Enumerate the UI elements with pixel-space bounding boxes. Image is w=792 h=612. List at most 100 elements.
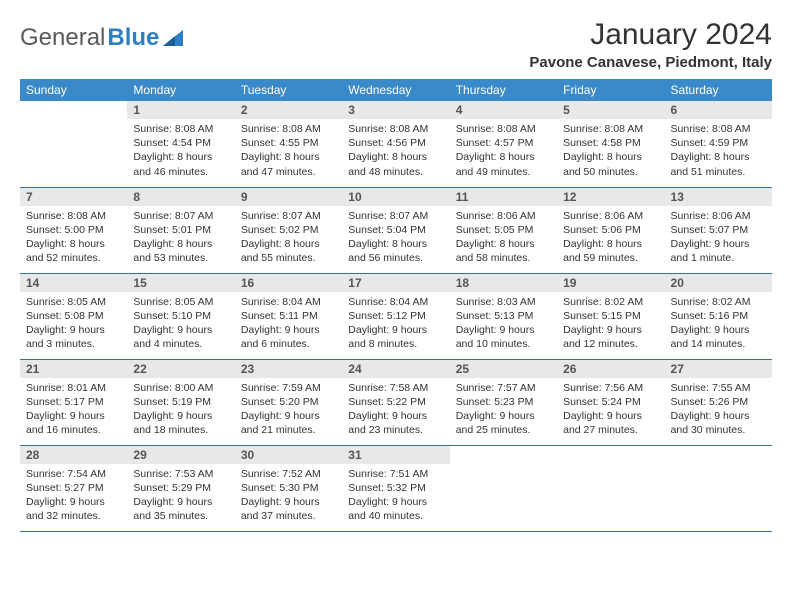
- calendar-cell: 9Sunrise: 8:07 AMSunset: 5:02 PMDaylight…: [235, 187, 342, 273]
- calendar-cell: 7Sunrise: 8:08 AMSunset: 5:00 PMDaylight…: [20, 187, 127, 273]
- calendar-row: 21Sunrise: 8:01 AMSunset: 5:17 PMDayligh…: [20, 359, 772, 445]
- calendar-cell: 20Sunrise: 8:02 AMSunset: 5:16 PMDayligh…: [665, 273, 772, 359]
- day-content: Sunrise: 8:02 AMSunset: 5:16 PMDaylight:…: [665, 292, 772, 356]
- calendar-cell: 31Sunrise: 7:51 AMSunset: 5:32 PMDayligh…: [342, 445, 449, 531]
- day-number: 28: [20, 446, 127, 464]
- day-content: Sunrise: 7:59 AMSunset: 5:20 PMDaylight:…: [235, 378, 342, 442]
- calendar-cell: 25Sunrise: 7:57 AMSunset: 5:23 PMDayligh…: [450, 359, 557, 445]
- day-number: 4: [450, 101, 557, 119]
- day-content: Sunrise: 7:53 AMSunset: 5:29 PMDaylight:…: [127, 464, 234, 528]
- calendar-cell: 29Sunrise: 7:53 AMSunset: 5:29 PMDayligh…: [127, 445, 234, 531]
- logo-text-general: General: [20, 24, 105, 52]
- day-number: 24: [342, 360, 449, 378]
- day-number: 18: [450, 274, 557, 292]
- calendar-cell: [20, 101, 127, 187]
- day-number: 17: [342, 274, 449, 292]
- weekday-header: Saturday: [665, 79, 772, 101]
- day-number: 23: [235, 360, 342, 378]
- day-number: 8: [127, 188, 234, 206]
- day-number: 16: [235, 274, 342, 292]
- day-content: Sunrise: 7:56 AMSunset: 5:24 PMDaylight:…: [557, 378, 664, 442]
- day-content: Sunrise: 8:08 AMSunset: 4:55 PMDaylight:…: [235, 119, 342, 183]
- calendar-cell: 3Sunrise: 8:08 AMSunset: 4:56 PMDaylight…: [342, 101, 449, 187]
- day-content: Sunrise: 8:04 AMSunset: 5:11 PMDaylight:…: [235, 292, 342, 356]
- day-number: 13: [665, 188, 772, 206]
- weekday-header: Monday: [127, 79, 234, 101]
- day-content: Sunrise: 8:05 AMSunset: 5:08 PMDaylight:…: [20, 292, 127, 356]
- day-number: 10: [342, 188, 449, 206]
- calendar-cell: 8Sunrise: 8:07 AMSunset: 5:01 PMDaylight…: [127, 187, 234, 273]
- day-number: 7: [20, 188, 127, 206]
- day-number: 6: [665, 101, 772, 119]
- day-content: Sunrise: 8:07 AMSunset: 5:02 PMDaylight:…: [235, 206, 342, 270]
- day-content: Sunrise: 7:52 AMSunset: 5:30 PMDaylight:…: [235, 464, 342, 528]
- logo-triangle-icon: [163, 30, 183, 46]
- calendar-row: 14Sunrise: 8:05 AMSunset: 5:08 PMDayligh…: [20, 273, 772, 359]
- calendar-cell: 23Sunrise: 7:59 AMSunset: 5:20 PMDayligh…: [235, 359, 342, 445]
- day-content: Sunrise: 7:54 AMSunset: 5:27 PMDaylight:…: [20, 464, 127, 528]
- day-content: Sunrise: 8:07 AMSunset: 5:04 PMDaylight:…: [342, 206, 449, 270]
- weekday-header: Friday: [557, 79, 664, 101]
- calendar-cell: 21Sunrise: 8:01 AMSunset: 5:17 PMDayligh…: [20, 359, 127, 445]
- calendar-cell: [557, 445, 664, 531]
- day-content: Sunrise: 8:06 AMSunset: 5:05 PMDaylight:…: [450, 206, 557, 270]
- day-number: 26: [557, 360, 664, 378]
- calendar-cell: 5Sunrise: 8:08 AMSunset: 4:58 PMDaylight…: [557, 101, 664, 187]
- calendar-row: 28Sunrise: 7:54 AMSunset: 5:27 PMDayligh…: [20, 445, 772, 531]
- day-number: 31: [342, 446, 449, 464]
- day-number: 27: [665, 360, 772, 378]
- calendar-cell: 17Sunrise: 8:04 AMSunset: 5:12 PMDayligh…: [342, 273, 449, 359]
- calendar-cell: 24Sunrise: 7:58 AMSunset: 5:22 PMDayligh…: [342, 359, 449, 445]
- calendar-cell: 1Sunrise: 8:08 AMSunset: 4:54 PMDaylight…: [127, 101, 234, 187]
- calendar-table: Sunday Monday Tuesday Wednesday Thursday…: [20, 79, 772, 532]
- day-content: Sunrise: 8:01 AMSunset: 5:17 PMDaylight:…: [20, 378, 127, 442]
- day-content: Sunrise: 8:07 AMSunset: 5:01 PMDaylight:…: [127, 206, 234, 270]
- calendar-cell: 2Sunrise: 8:08 AMSunset: 4:55 PMDaylight…: [235, 101, 342, 187]
- calendar-cell: 19Sunrise: 8:02 AMSunset: 5:15 PMDayligh…: [557, 273, 664, 359]
- day-number: 15: [127, 274, 234, 292]
- calendar-cell: 10Sunrise: 8:07 AMSunset: 5:04 PMDayligh…: [342, 187, 449, 273]
- day-number: 20: [665, 274, 772, 292]
- calendar-cell: 15Sunrise: 8:05 AMSunset: 5:10 PMDayligh…: [127, 273, 234, 359]
- calendar-row: 7Sunrise: 8:08 AMSunset: 5:00 PMDaylight…: [20, 187, 772, 273]
- calendar-cell: 18Sunrise: 8:03 AMSunset: 5:13 PMDayligh…: [450, 273, 557, 359]
- day-number: 14: [20, 274, 127, 292]
- day-content: Sunrise: 8:08 AMSunset: 4:54 PMDaylight:…: [127, 119, 234, 183]
- day-content: Sunrise: 8:06 AMSunset: 5:07 PMDaylight:…: [665, 206, 772, 270]
- calendar-cell: 27Sunrise: 7:55 AMSunset: 5:26 PMDayligh…: [665, 359, 772, 445]
- day-content: Sunrise: 8:03 AMSunset: 5:13 PMDaylight:…: [450, 292, 557, 356]
- day-content: Sunrise: 8:04 AMSunset: 5:12 PMDaylight:…: [342, 292, 449, 356]
- calendar-cell: 13Sunrise: 8:06 AMSunset: 5:07 PMDayligh…: [665, 187, 772, 273]
- day-number: 30: [235, 446, 342, 464]
- calendar-cell: 14Sunrise: 8:05 AMSunset: 5:08 PMDayligh…: [20, 273, 127, 359]
- day-content: Sunrise: 8:08 AMSunset: 4:56 PMDaylight:…: [342, 119, 449, 183]
- day-number: 9: [235, 188, 342, 206]
- day-content: Sunrise: 8:08 AMSunset: 4:57 PMDaylight:…: [450, 119, 557, 183]
- weekday-header-row: Sunday Monday Tuesday Wednesday Thursday…: [20, 79, 772, 101]
- day-number: 2: [235, 101, 342, 119]
- day-content: Sunrise: 7:58 AMSunset: 5:22 PMDaylight:…: [342, 378, 449, 442]
- calendar-cell: 11Sunrise: 8:06 AMSunset: 5:05 PMDayligh…: [450, 187, 557, 273]
- weekday-header: Tuesday: [235, 79, 342, 101]
- page-title: January 2024: [529, 18, 772, 52]
- calendar-cell: 28Sunrise: 7:54 AMSunset: 5:27 PMDayligh…: [20, 445, 127, 531]
- day-number: 5: [557, 101, 664, 119]
- day-content: Sunrise: 8:06 AMSunset: 5:06 PMDaylight:…: [557, 206, 664, 270]
- day-number: 11: [450, 188, 557, 206]
- day-number: 21: [20, 360, 127, 378]
- day-number: 12: [557, 188, 664, 206]
- weekday-header: Sunday: [20, 79, 127, 101]
- day-number: 3: [342, 101, 449, 119]
- day-content: Sunrise: 8:00 AMSunset: 5:19 PMDaylight:…: [127, 378, 234, 442]
- logo-text-blue: Blue: [107, 24, 159, 52]
- day-content: Sunrise: 8:02 AMSunset: 5:15 PMDaylight:…: [557, 292, 664, 356]
- location: Pavone Canavese, Piedmont, Italy: [529, 54, 772, 71]
- weekday-header: Wednesday: [342, 79, 449, 101]
- day-number: 25: [450, 360, 557, 378]
- day-content: Sunrise: 8:08 AMSunset: 4:58 PMDaylight:…: [557, 119, 664, 183]
- day-content: Sunrise: 8:08 AMSunset: 4:59 PMDaylight:…: [665, 119, 772, 183]
- calendar-cell: 26Sunrise: 7:56 AMSunset: 5:24 PMDayligh…: [557, 359, 664, 445]
- calendar-cell: [665, 445, 772, 531]
- day-content: Sunrise: 7:55 AMSunset: 5:26 PMDaylight:…: [665, 378, 772, 442]
- logo: GeneralBlue: [20, 24, 183, 52]
